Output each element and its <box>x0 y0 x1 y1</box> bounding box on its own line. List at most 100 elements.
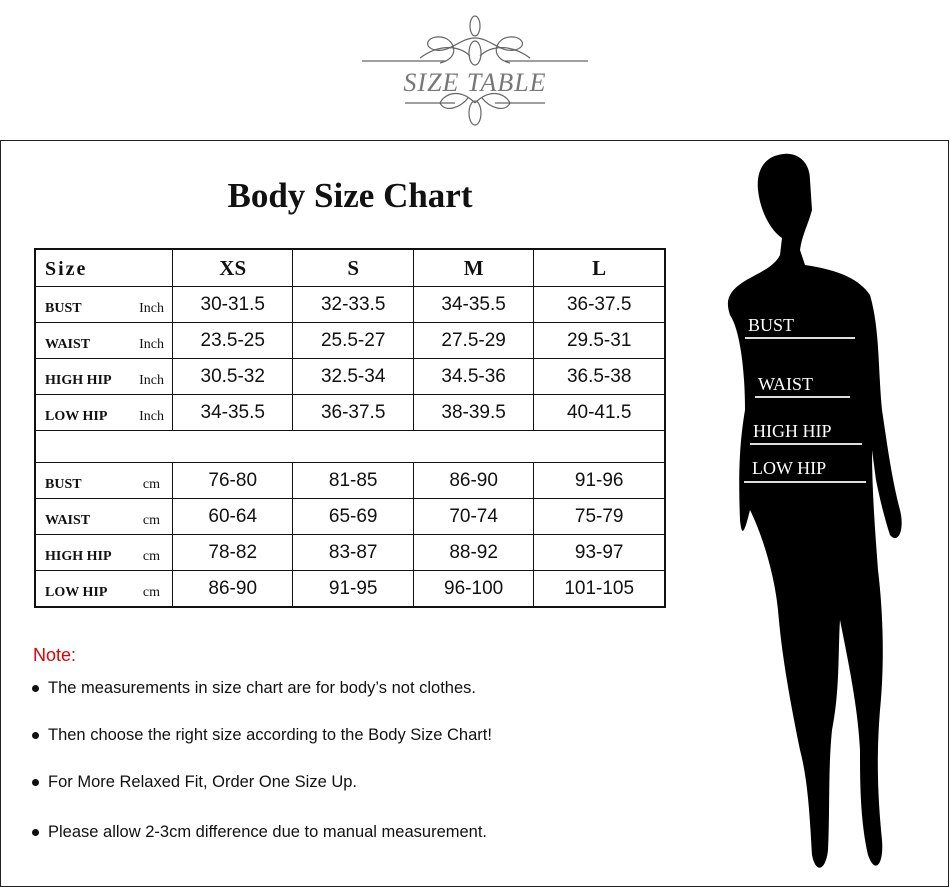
measurement-value: 76-80 <box>171 462 294 499</box>
note-item: Then choose the right size according to … <box>32 726 492 745</box>
measurement-value: 86-90 <box>171 570 294 608</box>
measurement-name: WAIST <box>45 513 91 528</box>
measurement-name: LOW HIP <box>45 409 108 424</box>
size-table-logo: SIZE TABLE <box>360 8 590 133</box>
table-row: LOW HIP cm 86-90 91-95 96-100 101-105 <box>34 570 666 608</box>
measurement-label-cell: WAIST cm <box>34 498 173 535</box>
measurement-label-cell: BUST cm <box>34 462 173 499</box>
table-row: BUST Inch 30-31.5 32-33.5 34-35.5 36-37.5 <box>34 286 666 323</box>
measurement-value: 40-41.5 <box>533 394 666 431</box>
size-column-header: M <box>412 248 535 287</box>
ornament-icon <box>362 15 588 126</box>
unit-label: Inch <box>139 337 164 352</box>
table-row: WAIST Inch 23.5-25 25.5-27 27.5-29 29.5-31 <box>34 322 666 359</box>
figure-label-low-hip: LOW HIP <box>752 458 827 478</box>
unit-label: cm <box>142 585 160 600</box>
separator-cell <box>34 430 666 463</box>
note-text: The measurements in size chart are for b… <box>48 679 476 697</box>
measurement-value: 91-95 <box>292 570 414 608</box>
measurement-name: HIGH HIP <box>45 549 112 564</box>
measurement-value: 101-105 <box>533 570 666 608</box>
measurement-label-cell: BUST Inch <box>34 286 173 323</box>
measurement-label-cell: HIGH HIP cm <box>34 534 173 571</box>
measurement-label-cell: HIGH HIP Inch <box>34 358 173 395</box>
measurement-name: WAIST <box>45 337 91 352</box>
measurement-value: 75-79 <box>533 498 666 535</box>
measurement-name: BUST <box>45 477 82 492</box>
note-item: For More Relaxed Fit, Order One Size Up. <box>32 773 357 792</box>
measurement-value: 70-74 <box>412 498 535 535</box>
size-header-cell: Size <box>34 248 173 287</box>
size-column-header: L <box>533 248 666 287</box>
unit-label: Inch <box>139 409 164 424</box>
measurement-value: 83-87 <box>292 534 414 571</box>
measurement-label-cell: WAIST Inch <box>34 322 173 359</box>
low-hip-line <box>744 481 866 483</box>
note-text: Please allow 2-3cm difference due to man… <box>48 823 488 841</box>
body-silhouette: BUST WAIST HIGH HIP LOW HIP <box>700 150 940 885</box>
note-text: Then choose the right size according to … <box>48 726 492 744</box>
unit-label: cm <box>142 513 160 528</box>
measurement-value: 34-35.5 <box>412 286 535 323</box>
table-row: HIGH HIP Inch 30.5-32 32.5-34 34.5-36 36.5-38 <box>34 358 666 395</box>
note-item: The measurements in size chart are for b… <box>32 679 476 698</box>
unit-label: cm <box>142 477 160 492</box>
size-label: Size <box>45 258 88 280</box>
measurement-value: 27.5-29 <box>412 322 535 359</box>
note-heading: Note: <box>33 645 77 665</box>
size-column-header: S <box>292 248 414 287</box>
measurement-value: 36.5-38 <box>533 358 666 395</box>
measurement-value: 96-100 <box>412 570 535 608</box>
measurement-value: 88-92 <box>412 534 535 571</box>
measurement-value: 32.5-34 <box>292 358 414 395</box>
measurement-label-cell: LOW HIP Inch <box>34 394 173 431</box>
measurement-label-cell: LOW HIP cm <box>34 570 173 608</box>
measurement-value: 38-39.5 <box>412 394 535 431</box>
measurement-value: 91-96 <box>533 462 666 499</box>
measurement-value: 60-64 <box>171 498 294 535</box>
figure-label-bust: BUST <box>748 315 795 335</box>
measurement-value: 65-69 <box>292 498 414 535</box>
bullet-icon <box>32 779 39 787</box>
measurement-value: 23.5-25 <box>171 322 294 359</box>
bullet-icon <box>32 829 39 837</box>
bust-line <box>745 337 855 339</box>
header-row: Size XS S M L <box>34 248 666 287</box>
table-row: WAIST cm 60-64 65-69 70-74 75-79 <box>34 498 666 535</box>
measurement-value: 29.5-31 <box>533 322 666 359</box>
measurement-value: 34-35.5 <box>171 394 294 431</box>
silhouette-icon <box>727 153 902 868</box>
measurement-name: LOW HIP <box>45 585 108 600</box>
measurement-value: 34.5-36 <box>412 358 535 395</box>
logo-text: SIZE TABLE <box>403 68 547 97</box>
separator-row <box>34 430 666 463</box>
unit-label: Inch <box>139 301 164 316</box>
unit-label: cm <box>142 549 160 564</box>
measurement-value: 32-33.5 <box>292 286 414 323</box>
measurement-value: 81-85 <box>292 462 414 499</box>
bullet-icon <box>32 685 39 693</box>
unit-label: Inch <box>139 373 164 388</box>
measurement-name: BUST <box>45 301 82 316</box>
measurement-value: 93-97 <box>533 534 666 571</box>
figure-label-high-hip: HIGH HIP <box>753 421 832 441</box>
measurement-value: 36-37.5 <box>533 286 666 323</box>
measurement-value: 36-37.5 <box>292 394 414 431</box>
table-row: BUST cm 76-80 81-85 86-90 91-96 <box>34 462 666 499</box>
waist-line <box>755 396 850 398</box>
figure-label-waist: WAIST <box>758 374 813 394</box>
measurement-value: 30-31.5 <box>171 286 294 323</box>
page-title: Body Size Chart <box>227 176 473 215</box>
table-row: HIGH HIP cm 78-82 83-87 88-92 93-97 <box>34 534 666 571</box>
measurement-name: HIGH HIP <box>45 373 112 388</box>
measurement-value: 25.5-27 <box>292 322 414 359</box>
size-table: Size XS S M L BUST Inch 30-31.5 32-33.5 34-35.5 36… <box>34 248 666 608</box>
measurement-value: 78-82 <box>171 534 294 571</box>
measurement-value: 30.5-32 <box>171 358 294 395</box>
high-hip-line <box>750 443 862 445</box>
bullet-icon <box>32 732 39 740</box>
measurement-value: 86-90 <box>412 462 535 499</box>
note-text: For More Relaxed Fit, Order One Size Up. <box>48 773 358 791</box>
size-column-header: XS <box>171 248 294 287</box>
